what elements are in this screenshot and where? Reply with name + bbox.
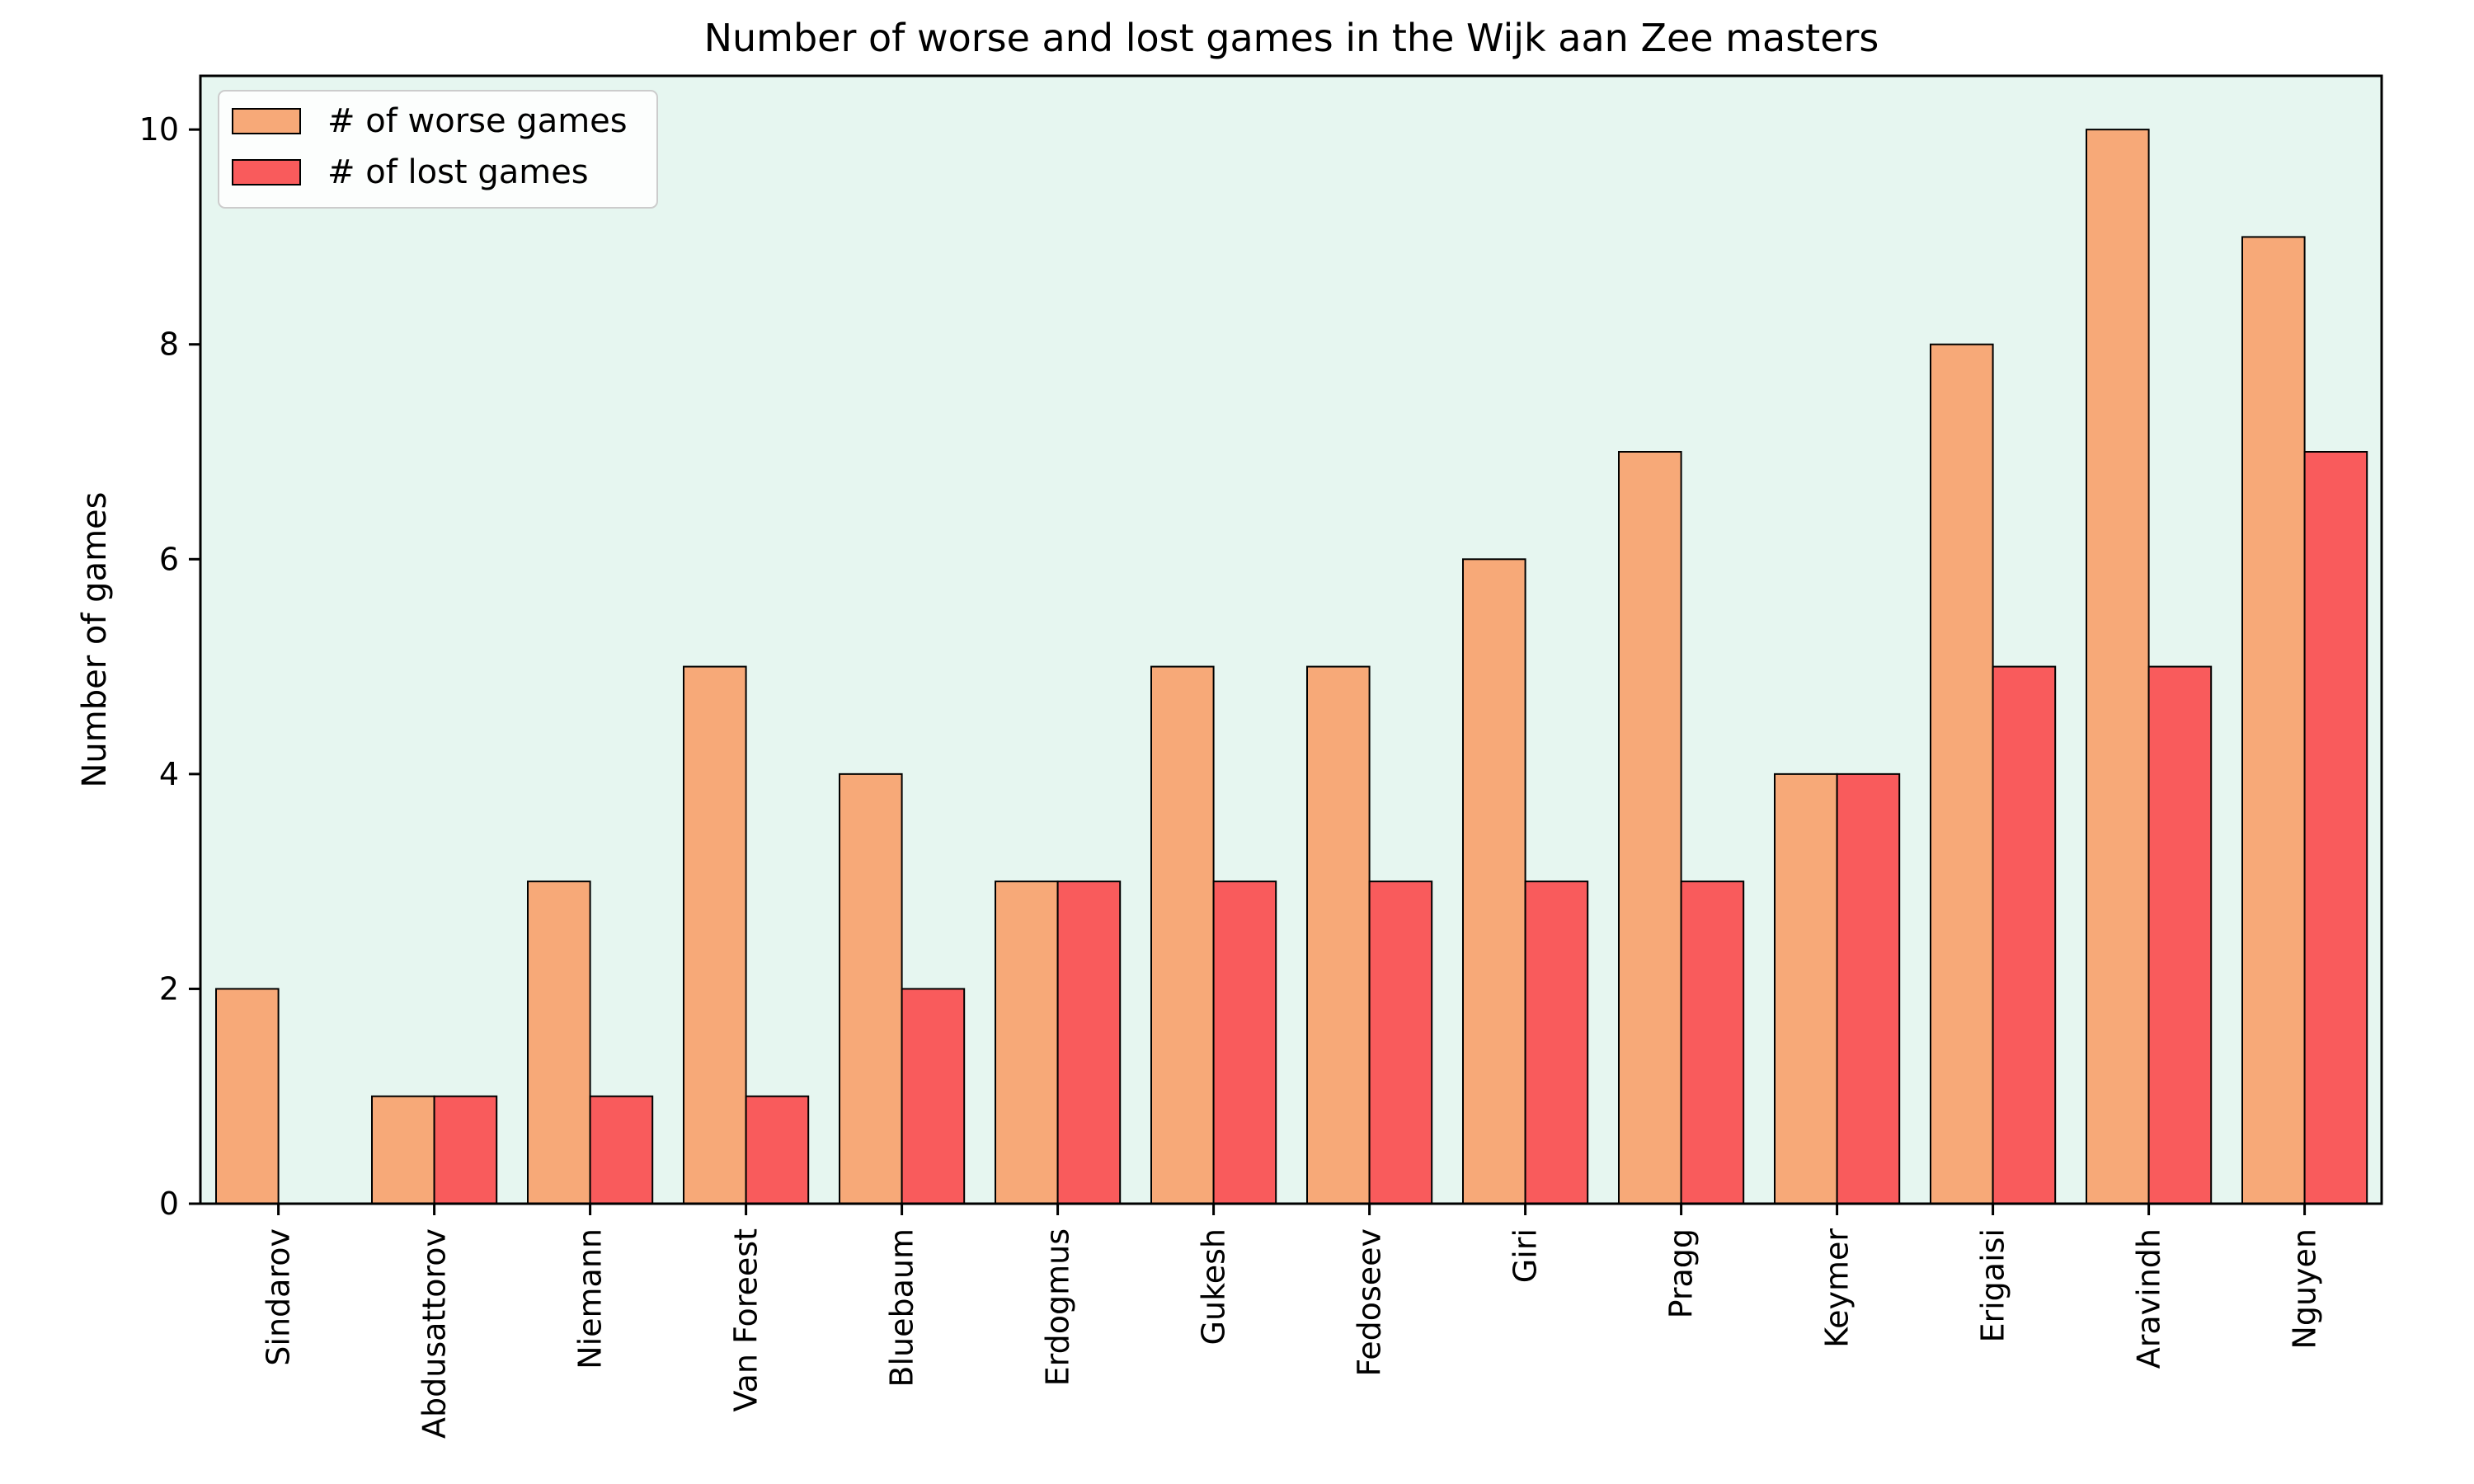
x-tick-label: Bluebaum [884,1228,920,1388]
bar-worse-pragg [1618,451,1682,1205]
bar-worse-sindarov [215,988,280,1205]
bar-worse-nguyen [2241,236,2306,1205]
legend-label: # of worse games [327,102,628,140]
bar-lost-van-foreest [745,1095,810,1205]
bars-group [215,129,2368,1205]
legend-label: # of lost games [327,153,589,191]
bar-lost-bluebaum [901,988,966,1205]
x-tick-label: Sindarov [261,1228,297,1366]
bar-worse-keymer [1774,773,1838,1205]
x-tick-label: Aravindh [2131,1228,2167,1369]
bar-lost-giri [1524,881,1589,1205]
bar-lost-pragg [1680,881,1745,1205]
x-tick-label: Nguyen [2287,1228,2323,1350]
x-tick-label: Van Foreest [728,1228,764,1412]
x-tick-label: Erdogmus [1040,1228,1076,1386]
y-tick-label: 2 [159,970,179,1007]
x-axis: Sindarov Abdusattorov Niemann Van Foreest Bl… [261,1204,2323,1439]
bar-lost-niemann [589,1095,654,1205]
x-tick-label: Gukesh [1196,1228,1232,1345]
bar-lost-keymer [1836,773,1901,1205]
x-tick-label: Abdusattorov [416,1228,453,1439]
legend-box [218,90,658,209]
plot-frame [199,74,2383,1205]
bar-worse-bluebaum [839,773,903,1205]
bar-worse-van-foreest [683,665,747,1205]
bar-worse-abdusattorov [371,1095,435,1205]
bar-lost-aravindh [2147,665,2213,1205]
bar-lost-gukesh [1212,881,1277,1205]
bar-lost-erdogmus [1056,881,1122,1205]
y-tick-label: 6 [159,541,179,577]
bar-worse-fedoseev [1306,665,1371,1205]
legend-swatch [232,159,301,186]
legend-swatch [232,108,301,134]
x-tick-label: Pragg [1663,1228,1700,1318]
bar-lost-abdusattorov [433,1095,498,1205]
bar-worse-giri [1462,558,1526,1205]
chart-title: Number of worse and lost games in the Wi… [704,16,1879,60]
y-axis-label: Number of games [76,492,114,788]
y-tick-label: 8 [159,326,179,363]
bar-lost-fedoseev [1368,881,1433,1205]
y-tick-label: 0 [159,1186,179,1222]
x-tick-label: Fedoseev [1352,1228,1388,1377]
bar-worse-gukesh [1150,665,1215,1205]
x-tick-label: Niemann [572,1228,609,1369]
bar-worse-aravindh [2086,129,2150,1205]
bar-worse-niemann [527,881,591,1205]
x-tick-label: Giri [1507,1228,1544,1283]
x-tick-label: Keymer [1819,1228,1856,1348]
bar-worse-erigaisi [1930,343,1994,1205]
bar-worse-erdogmus [995,881,1059,1205]
y-axis: 0 2 4 6 8 10 [139,111,200,1222]
legend: # of worse games # of lost games [218,90,658,209]
y-tick-label: 10 [139,111,179,148]
x-tick-label: Erigaisi [1975,1228,2011,1343]
bar-lost-nguyen [2303,451,2368,1205]
bar-lost-erigaisi [1992,665,2057,1205]
y-tick-label: 4 [159,756,179,792]
